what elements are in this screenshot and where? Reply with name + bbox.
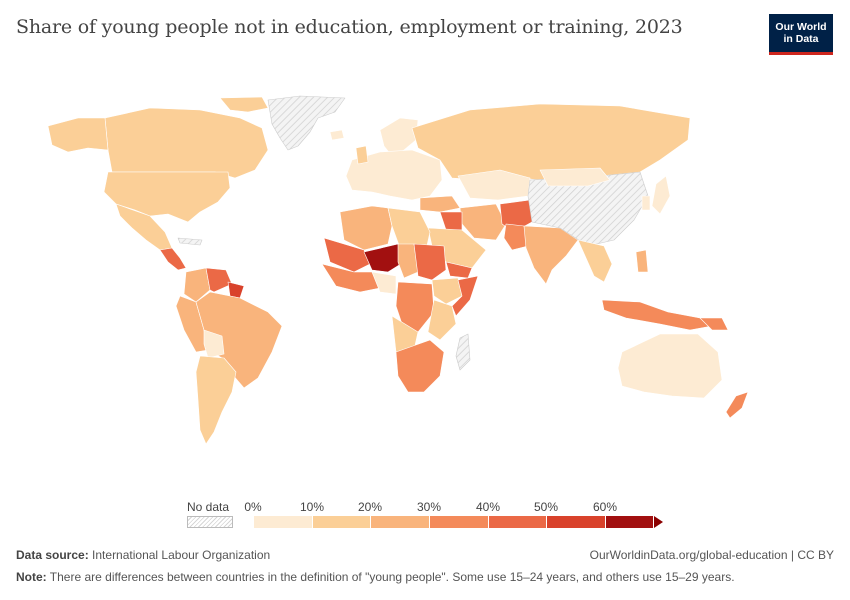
region-nigeria[interactable] — [371, 271, 397, 295]
region-philippines[interactable] — [635, 249, 649, 273]
region-png[interactable] — [699, 317, 729, 331]
region-scandinavia[interactable] — [379, 117, 419, 157]
region-madagascar[interactable] — [455, 333, 471, 371]
region-arctic-islands[interactable] — [219, 96, 269, 113]
region-japan[interactable] — [651, 175, 671, 215]
owid-logo[interactable]: Our World in Data — [769, 14, 833, 55]
legend-tick-50: 50% — [533, 500, 559, 514]
region-somalia[interactable] — [451, 275, 479, 317]
legend-tick-0: 0% — [244, 500, 262, 514]
chart-note: Note: There are differences between coun… — [16, 570, 735, 584]
legend-bin-10-20[interactable] — [313, 516, 371, 528]
note-label: Note: — [16, 570, 47, 584]
legend-tick-20: 20% — [357, 500, 383, 514]
logo-line-1: Our World — [775, 21, 827, 33]
chart-title: Share of young people not in education, … — [16, 16, 683, 38]
region-uk[interactable] — [355, 145, 369, 165]
region-niger[interactable] — [363, 243, 405, 273]
region-ethiopia[interactable] — [431, 277, 463, 305]
data-source-text[interactable]: International Labour Organization — [92, 548, 271, 562]
region-pakistan[interactable] — [503, 223, 529, 251]
legend-bin-40-50[interactable] — [489, 516, 547, 528]
legend-bin-20-30[interactable] — [371, 516, 430, 528]
region-australia[interactable] — [617, 333, 723, 399]
legend-no-data-swatch[interactable] — [187, 516, 233, 528]
region-central-america[interactable] — [159, 247, 187, 271]
region-greenland[interactable] — [267, 95, 346, 151]
legend-bin-0-10[interactable] — [254, 516, 313, 528]
region-east-africa[interactable] — [427, 299, 457, 341]
note-text: There are differences between countries … — [49, 570, 735, 584]
data-source: Data source: International Labour Organi… — [16, 548, 270, 562]
region-new-zealand[interactable] — [725, 391, 749, 419]
legend-tick-40: 40% — [475, 500, 501, 514]
region-korea[interactable] — [641, 195, 651, 211]
region-chad[interactable] — [397, 243, 419, 279]
logo-line-2: in Data — [783, 33, 819, 45]
region-cuba[interactable] — [177, 237, 203, 246]
region-canada[interactable] — [104, 107, 269, 179]
legend-bin-50-60[interactable] — [547, 516, 606, 528]
data-source-label: Data source: — [16, 548, 89, 562]
legend-no-data-label: No data — [187, 500, 230, 514]
region-iraq-syria[interactable] — [439, 211, 463, 231]
legend-bin-30-40[interactable] — [430, 516, 489, 528]
legend-color-bar — [254, 516, 654, 528]
legend-tick-60: 60% — [592, 500, 618, 514]
region-indonesia[interactable] — [601, 299, 713, 331]
region-alaska[interactable] — [47, 117, 109, 153]
region-morocco-algeria[interactable] — [339, 205, 393, 251]
region-mongolia[interactable] — [539, 167, 611, 187]
region-argentina[interactable] — [195, 355, 237, 445]
legend-bin-60-plus[interactable] — [606, 516, 654, 528]
region-sudan[interactable] — [413, 243, 447, 281]
region-usa[interactable] — [103, 171, 231, 223]
region-colombia[interactable] — [183, 267, 211, 303]
legend-tick-30: 30% — [416, 500, 442, 514]
region-turkey[interactable] — [419, 195, 461, 213]
region-southeast-asia[interactable] — [577, 239, 613, 283]
region-southern-africa[interactable] — [395, 339, 445, 393]
region-venezuela[interactable] — [205, 267, 233, 293]
region-bolivia[interactable] — [203, 329, 225, 359]
legend-arrow-icon — [654, 516, 663, 528]
region-guianas[interactable] — [227, 281, 245, 299]
region-iceland[interactable] — [329, 129, 345, 141]
region-mauritania-mali[interactable] — [323, 237, 371, 273]
region-china[interactable] — [527, 171, 649, 247]
source-url[interactable]: OurWorldinData.org/global-education | CC… — [589, 548, 834, 562]
legend-tick-10: 10% — [299, 500, 325, 514]
world-map[interactable] — [0, 80, 850, 470]
